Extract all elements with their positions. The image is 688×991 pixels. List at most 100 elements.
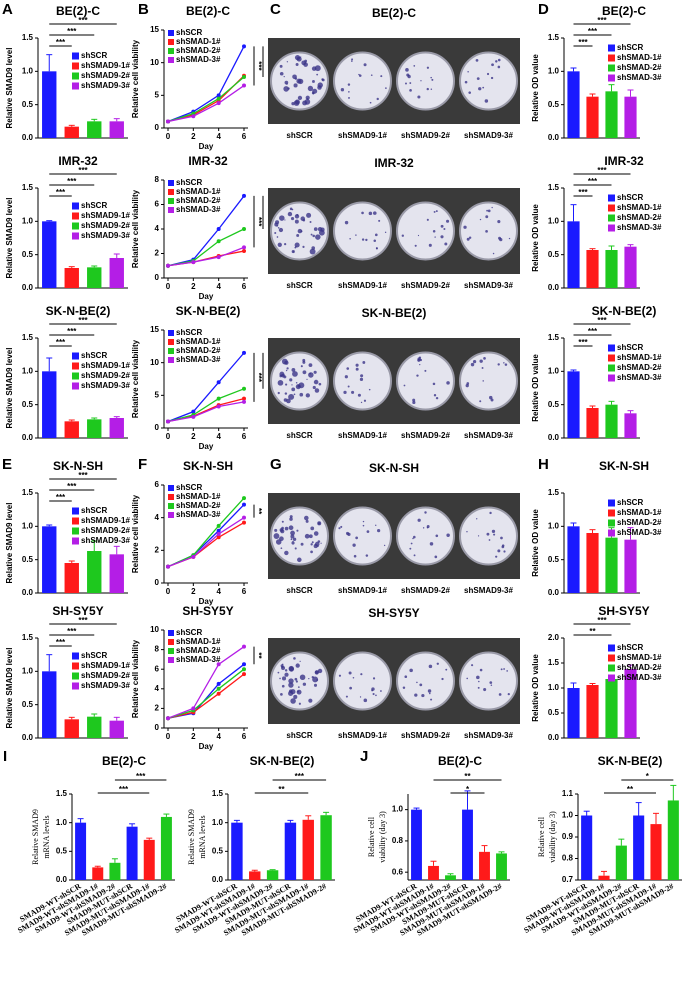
colony — [304, 59, 308, 63]
colony — [507, 692, 510, 696]
colony — [314, 65, 321, 72]
colony — [314, 541, 320, 547]
colony — [441, 677, 444, 681]
colony — [479, 359, 483, 363]
legend-label: shSMAD-1# — [617, 508, 662, 517]
chart-title: IMR-32 — [58, 154, 98, 168]
colony — [368, 211, 373, 216]
error-bar — [608, 84, 615, 92]
colony — [409, 547, 412, 550]
colony — [347, 83, 351, 86]
point — [242, 662, 246, 667]
colony — [419, 683, 423, 687]
chart-title: BE(2)-C — [56, 4, 100, 18]
colony — [416, 681, 418, 684]
y-tick-label: 1.0 — [22, 66, 34, 75]
plate-label: shSMAD9-2# — [401, 131, 450, 140]
plate-label: shSCR — [286, 731, 312, 740]
colony — [294, 677, 298, 681]
significance-label: * — [466, 785, 470, 794]
y-tick-label: 1.5 — [548, 333, 560, 342]
colony — [317, 668, 323, 674]
point — [216, 523, 221, 528]
y-tick-label: 2 — [155, 545, 160, 554]
colony — [311, 246, 316, 250]
legend-label: shSCR — [176, 628, 202, 637]
legend-label: shSMAD-2# — [617, 518, 662, 527]
bar — [445, 875, 456, 880]
legend-label: shSMAD9-2# — [81, 371, 130, 380]
point — [216, 255, 221, 260]
y-axis-label: Relative OD value — [531, 654, 540, 722]
point — [191, 706, 196, 711]
error-bar — [91, 118, 98, 122]
colony — [370, 74, 373, 76]
point — [242, 386, 246, 391]
significance-label: *** — [67, 27, 77, 36]
colony — [284, 219, 286, 221]
legend-label: shSCR — [81, 506, 107, 515]
error-bar — [251, 869, 258, 872]
significance-label: *** — [56, 638, 66, 647]
bar — [624, 96, 637, 138]
legend-swatch — [72, 662, 79, 670]
colony — [315, 234, 321, 240]
colony — [300, 56, 302, 58]
significance-label: * — [646, 772, 650, 781]
legend-label: shSCR — [176, 328, 202, 337]
legend-swatch — [608, 529, 615, 537]
legend-label: shSCR — [81, 351, 107, 360]
colony — [444, 242, 448, 246]
legend-swatch — [72, 52, 79, 60]
significance-label: *** — [263, 366, 272, 376]
y-tick-label: 0.0 — [22, 733, 34, 742]
plate-label: shSMAD9-1# — [338, 131, 387, 140]
bar — [624, 669, 637, 738]
colony — [317, 540, 321, 543]
colony — [314, 388, 320, 393]
colony — [465, 384, 469, 388]
chart-title: IMR-32 — [188, 154, 228, 168]
bar — [64, 126, 79, 138]
plate-well — [333, 351, 392, 411]
colony — [362, 520, 365, 523]
colony — [492, 252, 495, 255]
colony — [279, 71, 284, 76]
x-tick-label: 2 — [191, 432, 196, 441]
legend-swatch — [168, 657, 174, 663]
point — [242, 350, 246, 355]
panel-letter: D — [538, 1, 549, 18]
y-tick-label: 0.0 — [548, 433, 560, 442]
x-tick-label: 0 — [166, 432, 171, 441]
colony — [277, 391, 280, 395]
significance-label: *** — [578, 188, 588, 197]
y-tick-label: 1.0 — [22, 216, 34, 225]
colony — [274, 231, 277, 235]
y-tick-label: 6 — [155, 480, 160, 489]
significance-label: ** — [589, 627, 596, 636]
legend-label: shSMAD-3# — [176, 655, 221, 664]
point — [242, 83, 246, 88]
colony — [297, 95, 303, 101]
bar — [605, 679, 618, 738]
colony — [320, 542, 322, 544]
colony — [308, 698, 313, 703]
panel-letter: C — [270, 1, 281, 18]
bar — [496, 853, 507, 880]
colony — [478, 87, 482, 91]
colony — [427, 689, 432, 693]
colony — [297, 686, 300, 688]
colony — [385, 87, 387, 89]
colony — [299, 674, 306, 681]
colony — [417, 234, 420, 237]
error-bar — [583, 810, 590, 816]
legend-label: shSCR — [617, 43, 643, 52]
plate-label: shSMAD9-3# — [464, 731, 513, 740]
y-tick-label: 1.0 — [56, 818, 68, 827]
colony — [280, 547, 283, 550]
colony — [471, 664, 474, 667]
y-tick-label: 0.5 — [548, 708, 560, 717]
y-tick-label: 1.0 — [22, 521, 34, 530]
series-line — [167, 84, 245, 123]
